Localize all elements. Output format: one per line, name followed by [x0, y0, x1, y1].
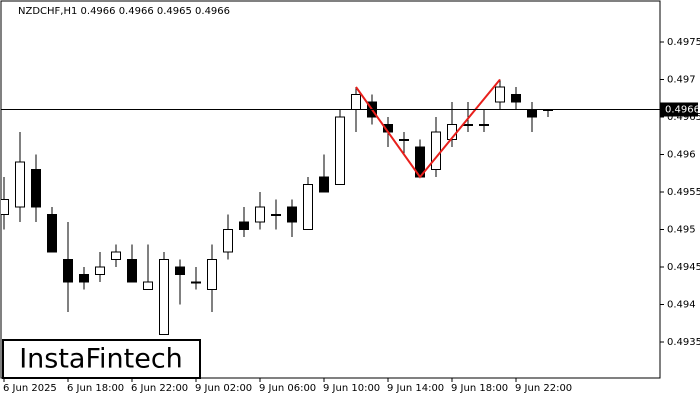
- y-tick-label: 0.4965: [667, 112, 700, 123]
- candle-body: [47, 214, 57, 253]
- logo: InstaFintech: [19, 344, 183, 375]
- y-tick-label: 0.4975: [667, 37, 700, 48]
- candle-body: [303, 184, 313, 230]
- candle-body: [79, 274, 89, 283]
- candle-body: [127, 259, 137, 283]
- candle-body: [1, 199, 9, 215]
- current-price-label: 0.4966: [665, 105, 700, 116]
- candle-body: [15, 161, 25, 208]
- candle-body: [463, 124, 473, 126]
- candle-body: [31, 169, 41, 208]
- x-tick-label: 9 Jun 10:00: [323, 383, 380, 394]
- candle-body: [271, 214, 281, 216]
- chart-title: NZDCHF,H1 0.4966 0.4966 0.4965 0.4966: [18, 6, 230, 17]
- candle-body: [95, 266, 105, 275]
- candle-body: [175, 266, 185, 275]
- y-tick-label: 0.4955: [667, 187, 700, 198]
- candle-body: [191, 281, 201, 284]
- candle-body: [431, 131, 441, 170]
- pattern-line: [355, 78, 501, 179]
- x-tick-label: 9 Jun 14:00: [387, 383, 444, 394]
- y-tick-label: 0.495: [667, 225, 696, 236]
- candle-body: [479, 124, 489, 126]
- x-tick-label: 6 Jun 2025: [3, 383, 57, 394]
- y-tick-label: 0.4935: [667, 337, 700, 348]
- candle-body: [111, 251, 121, 260]
- candle-body: [351, 94, 361, 110]
- y-tick-label: 0.497: [667, 75, 696, 86]
- candle-body: [223, 229, 233, 253]
- candle-body: [239, 221, 249, 230]
- x-tick-label: 9 Jun 02:00: [195, 383, 252, 394]
- x-tick-label: 6 Jun 18:00: [67, 383, 124, 394]
- current-price-box: [660, 102, 698, 117]
- y-tick-label: 0.4945: [667, 262, 700, 273]
- candle-body: [159, 259, 169, 335]
- candle-body: [335, 116, 345, 185]
- candle-body: [63, 259, 73, 283]
- x-tick-label: 6 Jun 22:00: [131, 383, 188, 394]
- logo-box: [2, 339, 201, 379]
- candle-body: [319, 176, 329, 193]
- plot-frame: [0, 0, 661, 379]
- y-tick-label: 0.494: [667, 300, 696, 311]
- x-tick-label: 9 Jun 22:00: [515, 383, 572, 394]
- x-tick-label: 9 Jun 06:00: [259, 383, 316, 394]
- y-tick-label: 0.496: [667, 150, 696, 161]
- candle-body: [287, 206, 297, 223]
- candle-body: [527, 109, 537, 118]
- candle-body: [399, 139, 409, 141]
- candle-body: [255, 206, 265, 223]
- candle-body: [143, 281, 153, 290]
- x-tick-label: 9 Jun 18:00: [451, 383, 508, 394]
- candle-body: [511, 94, 521, 103]
- candle-body: [207, 259, 217, 290]
- candle-body: [495, 86, 505, 103]
